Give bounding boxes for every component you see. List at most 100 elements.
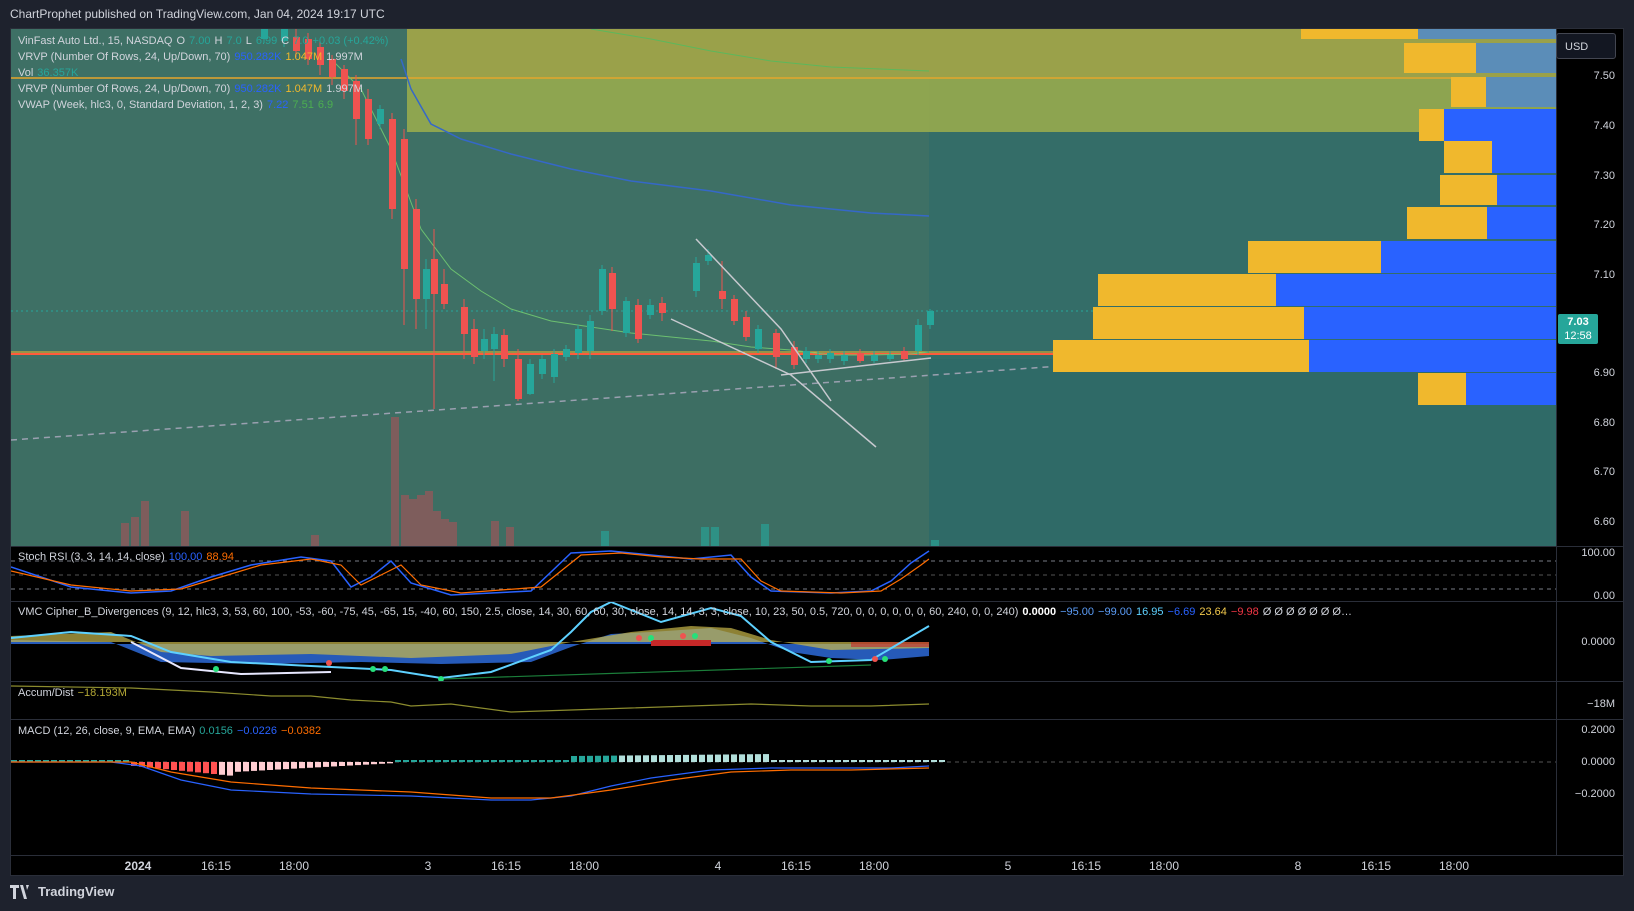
- candle[interactable]: [623, 301, 630, 333]
- candle[interactable]: [377, 109, 384, 124]
- candle[interactable]: [731, 299, 738, 321]
- candle[interactable]: [515, 359, 522, 399]
- price-tick: 6.80: [1593, 417, 1615, 429]
- candle[interactable]: [341, 69, 348, 91]
- candle[interactable]: [413, 209, 420, 299]
- candle[interactable]: [527, 364, 534, 394]
- candle[interactable]: [575, 329, 582, 353]
- vmc-label[interactable]: VMC Cipher_B_Divergences (9, 12, hlc3, 3…: [18, 606, 1019, 618]
- macd-pane[interactable]: MACD (12, 26, close, 9, EMA, EMA) 0.0156−…: [11, 720, 1556, 855]
- pane-divider[interactable]: [11, 601, 1623, 602]
- symbol-label[interactable]: VinFast Auto Ltd., 15, NASDAQ: [18, 35, 173, 47]
- vrvp-legend-1[interactable]: VRVP (Number Of Rows, 24, Up/Down, 70): [18, 51, 231, 63]
- macd-hist-bar: [763, 754, 769, 762]
- candle[interactable]: [635, 305, 642, 339]
- stoch-label[interactable]: Stoch RSI (3, 3, 14, 14, close): [18, 551, 165, 563]
- candle[interactable]: [305, 39, 312, 59]
- candle[interactable]: [441, 284, 448, 304]
- candle[interactable]: [539, 359, 546, 374]
- macd-hist-bar: [499, 760, 505, 762]
- candle[interactable]: [815, 355, 822, 359]
- vrvp1-value-1: 950.282K: [234, 51, 282, 63]
- vrvp-legend-2[interactable]: VRVP (Number Of Rows, 24, Up/Down, 70): [18, 83, 231, 95]
- accum-label[interactable]: Accum/Dist: [18, 687, 74, 699]
- macd-hist-bar: [123, 760, 129, 762]
- candle[interactable]: [857, 353, 864, 361]
- macd-tick: 0.0000: [1581, 756, 1615, 768]
- time-tick: 16:15: [1070, 859, 1102, 873]
- candle[interactable]: [423, 269, 430, 299]
- candle[interactable]: [389, 119, 396, 209]
- time-tick: 18:00: [1438, 859, 1470, 873]
- candle[interactable]: [563, 349, 570, 357]
- candle[interactable]: [647, 305, 654, 315]
- candle[interactable]: [719, 291, 726, 299]
- candle[interactable]: [281, 29, 288, 41]
- candle[interactable]: [915, 325, 922, 351]
- candle[interactable]: [659, 303, 666, 313]
- candle[interactable]: [261, 29, 268, 39]
- candles[interactable]: [261, 29, 934, 409]
- candle[interactable]: [461, 307, 468, 334]
- candle[interactable]: [841, 355, 848, 361]
- accum-axis[interactable]: −18M: [1556, 682, 1623, 719]
- pane-divider[interactable]: [11, 546, 1623, 547]
- tradingview-footer[interactable]: TradingView: [10, 884, 114, 899]
- vmc-cipher-pane[interactable]: VMC Cipher_B_Divergences (9, 12, hlc3, 3…: [11, 602, 1556, 681]
- candle[interactable]: [551, 354, 558, 377]
- candle[interactable]: [491, 334, 498, 349]
- chart-frame[interactable]: VinFast Auto Ltd., 15, NASDAQ O 7.00 H 7.0 L 6…: [10, 28, 1624, 876]
- candle[interactable]: [743, 317, 750, 337]
- time-axis[interactable]: 2024 16:15 18:00 3 16:15 18:00 4 16:15 1…: [11, 855, 1556, 875]
- candle[interactable]: [871, 355, 878, 361]
- candle[interactable]: [587, 321, 594, 351]
- vmc-axis[interactable]: 0.0000: [1556, 602, 1623, 681]
- falling-wedge-upper[interactable]: [695, 238, 832, 402]
- candle[interactable]: [317, 47, 324, 65]
- candle[interactable]: [927, 311, 934, 325]
- volume-legend[interactable]: Vol: [18, 67, 34, 79]
- candle[interactable]: [705, 255, 712, 261]
- currency-button[interactable]: USD: [1556, 33, 1616, 59]
- price-chart-svg[interactable]: [11, 29, 1556, 546]
- macd-hist-bar: [531, 760, 537, 762]
- last-price-label: 7.03 12:58: [1558, 314, 1598, 344]
- stoch-rsi-pane[interactable]: Stoch RSI (3, 3, 14, 14, close) 100.00 88.…: [11, 547, 1556, 601]
- macd-hist-bar: [907, 760, 913, 762]
- wedge-base-line[interactable]: [780, 357, 932, 376]
- candle[interactable]: [755, 329, 762, 349]
- candle[interactable]: [827, 353, 834, 359]
- candle[interactable]: [773, 333, 780, 357]
- macd-hist-bar: [619, 755, 625, 762]
- candle[interactable]: [401, 139, 408, 269]
- candle[interactable]: [599, 269, 606, 311]
- candle[interactable]: [293, 37, 300, 51]
- candle[interactable]: [481, 339, 488, 351]
- candle[interactable]: [353, 81, 360, 119]
- macd-hist-bar: [891, 760, 897, 762]
- macd-axis[interactable]: 0.2000 0.0000 −0.2000: [1556, 720, 1623, 855]
- pane-divider[interactable]: [11, 719, 1623, 720]
- price-pane[interactable]: VinFast Auto Ltd., 15, NASDAQ O 7.00 H 7.0 L 6…: [11, 29, 1556, 546]
- candle[interactable]: [501, 335, 508, 359]
- candle[interactable]: [471, 329, 478, 357]
- time-tick: 18:00: [568, 859, 600, 873]
- accum-tick: −18M: [1587, 698, 1615, 710]
- macd-hist-bar: [523, 760, 529, 762]
- vwap-legend[interactable]: VWAP (Week, hlc3, 0, Standard Deviation,…: [18, 99, 263, 111]
- pane-divider[interactable]: [11, 681, 1623, 682]
- price-axis[interactable]: 7.50 7.40 7.30 7.20 7.10 6.90 6.80 6.70 …: [1556, 29, 1623, 546]
- candle[interactable]: [803, 351, 810, 359]
- candle[interactable]: [887, 355, 894, 359]
- accum-dist-pane[interactable]: Accum/Dist −18.193M: [11, 682, 1556, 719]
- candle[interactable]: [609, 273, 616, 309]
- candle[interactable]: [693, 263, 700, 291]
- candle[interactable]: [365, 99, 372, 139]
- candle[interactable]: [791, 347, 798, 365]
- stoch-axis[interactable]: 100.00 0.00: [1556, 547, 1623, 602]
- falling-wedge-lower[interactable]: [670, 318, 877, 448]
- macd-label[interactable]: MACD (12, 26, close, 9, EMA, EMA): [18, 725, 196, 737]
- candle[interactable]: [431, 259, 438, 294]
- candle[interactable]: [329, 59, 336, 77]
- candle[interactable]: [901, 351, 908, 359]
